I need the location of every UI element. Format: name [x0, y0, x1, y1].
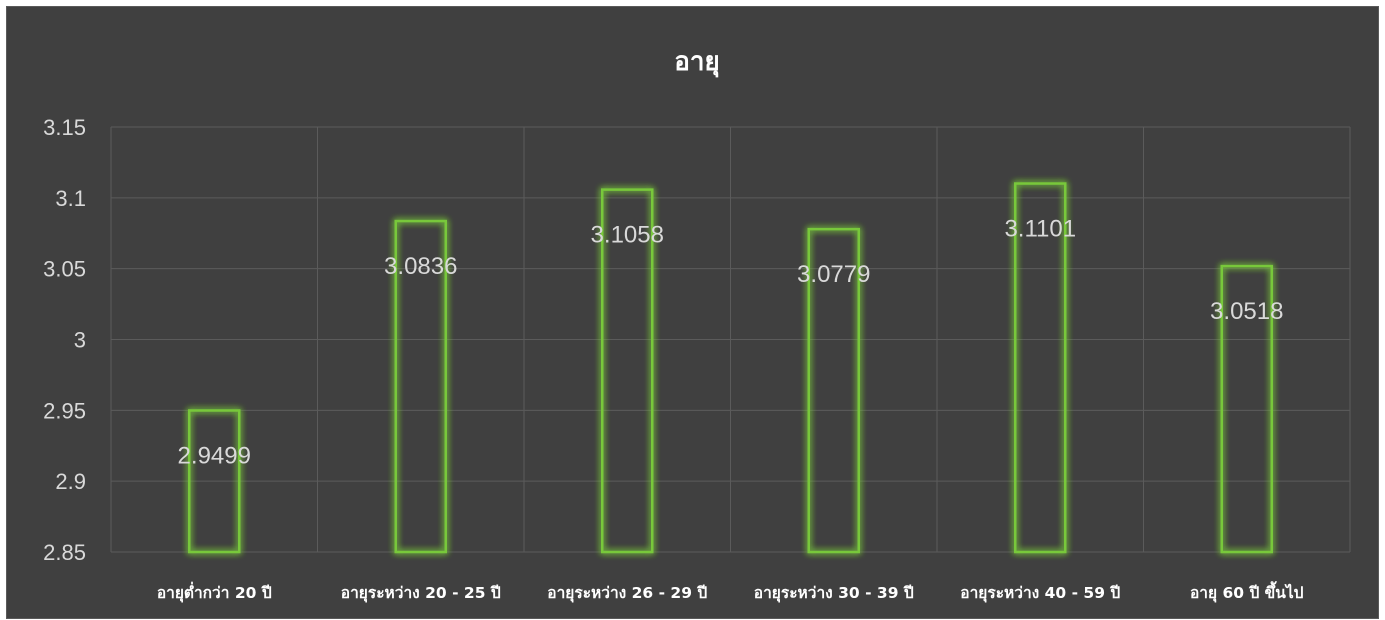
y-tick-label: 2.9 [55, 469, 86, 494]
x-axis-labels: อายุต่ำกว่า 20 ปี อายุระหว่าง 20 - 25 ปี อ… [157, 581, 1304, 603]
x-tick-label: อายุต่ำกว่า 20 ปี [157, 581, 272, 603]
data-labels: 2.9499 3.0836 3.1058 3.0779 3.1101 3.0518 [178, 216, 1284, 470]
x-tick-label: อายุระหว่าง 30 - 39 ปี [754, 584, 914, 603]
x-tick-label: อายุระหว่าง 20 - 25 ปี [341, 584, 501, 603]
y-tick-label: 3.15 [43, 115, 86, 140]
y-tick-label: 2.85 [43, 540, 86, 565]
x-tick-label: อายุระหว่าง 26 - 29 ปี [547, 584, 707, 603]
y-axis-labels: 2.85 2.9 2.95 3 3.05 3.1 3.15 [43, 115, 86, 565]
chart-container: อายุ 2.85 2.9 2.95 3 3.05 3.1 3.15 อายุต่ำกว่า… [6, 6, 1379, 619]
bar-chart: อายุ 2.85 2.9 2.95 3 3.05 3.1 3.15 อายุต่ำกว่า… [43, 47, 1351, 603]
bar [601, 188, 654, 554]
data-label: 3.1058 [591, 222, 664, 249]
x-tick-label: อายุระหว่าง 40 - 59 ปี [960, 584, 1120, 603]
y-tick-label: 3.1 [55, 186, 86, 211]
x-tick-label: อายุ 60 ปี ขึ้นไป [1190, 581, 1304, 603]
y-tick-label: 3 [74, 328, 86, 353]
data-label: 2.9499 [178, 442, 251, 469]
bar [394, 219, 447, 554]
data-label: 3.0836 [384, 253, 457, 280]
y-tick-label: 2.95 [43, 398, 86, 423]
y-tick-label: 3.05 [43, 257, 86, 282]
bar [188, 409, 241, 554]
bars [188, 182, 1273, 554]
bar [807, 227, 860, 554]
data-label: 3.1101 [1004, 216, 1076, 243]
bar [1220, 264, 1273, 554]
data-label: 3.0779 [797, 261, 870, 288]
bar [1014, 182, 1067, 554]
gridlines [110, 126, 1351, 553]
chart-title: อายุ [674, 47, 719, 78]
data-label: 3.0518 [1210, 298, 1283, 325]
